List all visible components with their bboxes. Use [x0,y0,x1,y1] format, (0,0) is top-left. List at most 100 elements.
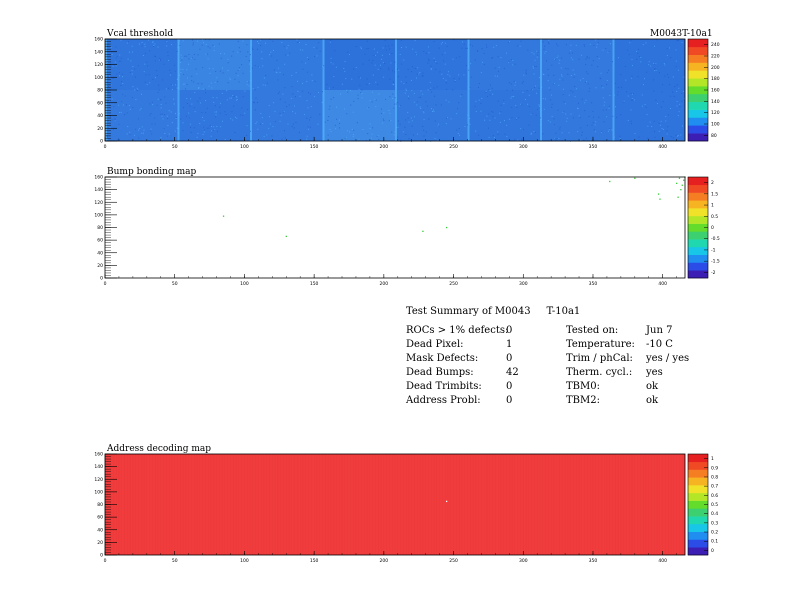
pixel-noise [147,65,149,67]
pixel-noise [227,58,229,60]
pixel-noise [168,133,170,135]
pixel-noise [437,139,439,141]
pixel-noise [181,57,183,59]
pixel-noise [447,74,449,76]
pixel-noise [543,74,545,76]
pixel-noise [576,88,578,90]
colorbar-band [688,500,708,509]
pixel-noise [570,74,572,76]
pixel-noise [561,75,563,77]
pixel-noise [505,52,507,54]
colorbar-band [688,239,708,248]
pixel-noise [161,113,163,115]
pixel-noise [423,51,425,53]
pixel-noise [440,104,442,106]
pixel-noise [238,47,240,49]
pixel-noise [176,127,178,129]
roc-cell [467,39,541,91]
pixel-noise [310,106,312,108]
pixel-noise [115,57,117,59]
pixel-noise [662,84,664,86]
pixel-noise [256,40,258,42]
pixel-noise [561,74,563,76]
pixel-noise [127,41,129,43]
pixel-noise [281,138,283,140]
pixel-noise [262,123,264,125]
pixel-noise [144,46,146,48]
pixel-noise [212,68,214,70]
pixel-noise [550,99,552,101]
pixel-noise [494,75,496,77]
pixel-noise [360,46,362,48]
pixel-noise [224,139,226,141]
pixel-noise [634,133,636,135]
pixel-noise [246,134,248,136]
pixel-noise [208,85,210,87]
pixel-noise [672,91,674,93]
pixel-noise [160,99,162,101]
roc-cell [105,90,178,142]
pixel-noise [597,42,599,44]
pixel-noise [345,137,347,139]
pixel-noise [597,66,599,68]
colorbar-band [688,117,708,126]
pixel-noise [198,86,200,88]
summary-right-value: ok [646,395,659,406]
roc-cell [177,39,251,91]
pixel-noise [613,136,615,138]
pixel-noise [124,114,126,116]
pixel-noise [612,115,614,117]
pixel-noise [348,131,350,133]
colorbar-band [688,78,708,87]
colorbar-tick-label: 140 [711,99,720,105]
pixel-noise [443,60,445,62]
vcal-title: Vcal threshold [107,29,174,39]
pixel-noise [553,124,555,126]
pixel-noise [422,75,424,77]
pixel-noise [276,72,278,74]
pixel-noise [489,84,491,86]
pixel-noise [525,69,527,71]
pixel-noise [213,129,215,131]
pixel-noise [520,128,522,130]
pixel-noise [628,53,630,55]
pixel-noise [680,134,682,136]
pixel-noise [583,139,585,141]
pixel-noise [254,89,256,91]
pixel-noise [375,106,377,108]
pixel-noise [269,39,271,41]
pixel-noise [154,55,156,57]
pixel-noise [445,79,447,81]
pixel-noise [655,99,657,101]
pixel-noise [292,93,294,95]
pixel-noise [271,55,273,57]
pixel-noise [630,123,632,125]
pixel-noise [152,78,154,80]
colorbar-tick-label: 200 [711,65,720,71]
pixel-noise [670,57,672,59]
pixel-noise [433,60,435,62]
pixel-noise [153,45,155,47]
pixel-noise [603,121,605,123]
pixel-noise [242,114,244,116]
pixel-noise [135,99,137,101]
pixel-noise [231,111,233,113]
pixel-noise [261,39,263,41]
colorbar-tick-label: 240 [711,42,720,48]
pixel-noise [219,102,221,104]
pixel-noise [428,52,430,54]
pixel-noise [201,112,203,114]
pixel-noise [633,99,635,101]
pixel-noise [500,56,502,58]
pixel-noise [391,53,393,55]
pixel-noise [160,103,162,105]
pixel-noise [339,122,341,124]
pixel-noise [242,96,244,98]
pixel-noise [519,45,521,47]
pixel-noise [417,67,419,69]
pixel-noise [399,123,401,125]
colorbar-tick-label: 0.5 [711,214,718,220]
pixel-noise [186,115,188,117]
pixel-noise [378,139,380,141]
